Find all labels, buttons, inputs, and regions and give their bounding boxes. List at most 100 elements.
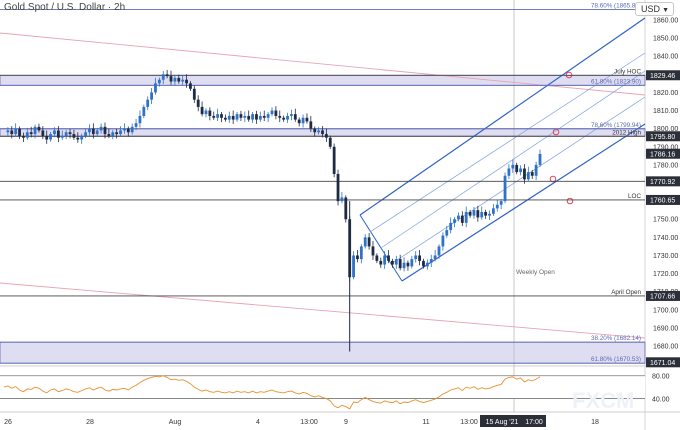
price-tick-label: 1820.00: [653, 90, 678, 97]
candle-body: [80, 135, 84, 140]
candle-body: [88, 128, 91, 133]
candle-body: [185, 79, 188, 84]
watermark: FXCM: [572, 388, 634, 413]
candle-body: [49, 134, 53, 140]
price-tick-label: 1690.00: [653, 325, 678, 332]
candle-body: [274, 110, 278, 116]
candle-body: [491, 208, 495, 214]
descending-trendline-upper: [0, 32, 646, 96]
candle-body: [394, 259, 398, 265]
candle-body: [278, 115, 282, 118]
time-badge-label: 17:00: [525, 419, 543, 426]
level-label: 78.60% (1865.80): [591, 2, 641, 9]
candle-body: [138, 115, 142, 124]
candle-body: [76, 137, 80, 140]
price-badge-label: 1829.46: [650, 73, 675, 80]
candle-body: [134, 123, 138, 127]
price-badge-label: 1770.92: [650, 179, 675, 186]
candle-body: [53, 130, 56, 135]
price-badge: [646, 194, 680, 205]
channel-mid-upper: [369, 52, 646, 233]
candle-body: [336, 173, 340, 202]
price-tick-label: 1720.00: [653, 271, 678, 278]
price-badge-label: 1671.04: [650, 360, 675, 367]
candle-body: [126, 128, 130, 133]
candle-body: [387, 255, 390, 261]
level-label: LOC: [628, 193, 641, 200]
price-tick-label: 1790.00: [653, 144, 678, 151]
channel-upper: [359, 17, 646, 216]
candle-body: [402, 262, 406, 269]
candle-body: [371, 246, 375, 256]
price-zone: [0, 74, 646, 86]
candles: [6, 69, 542, 352]
candle-body: [212, 115, 216, 118]
candle-body: [460, 215, 464, 223]
candle-body: [538, 154, 542, 165]
candle-body: [95, 130, 99, 135]
currency-selector[interactable]: USD ▼: [635, 2, 674, 16]
candle-body: [216, 114, 220, 118]
candle-body: [270, 110, 274, 115]
level-label: July HOC: [614, 68, 641, 75]
candle-body: [146, 99, 150, 107]
candle-body: [223, 117, 227, 120]
candle-body: [324, 134, 328, 138]
candle-body: [313, 128, 317, 133]
candle-body: [507, 168, 511, 176]
candle-body: [56, 130, 60, 138]
level-label: 61.80% (1823.90): [591, 78, 641, 85]
candle-body: [344, 197, 348, 220]
candle-body: [68, 132, 72, 135]
candle-body: [383, 255, 387, 265]
price-tick-label: 1810.00: [653, 108, 678, 115]
candle-body: [526, 172, 530, 180]
time-axis: 26 28 Aug 4 13:00 9 11 13:00 15 Aug '21 17:00 18: [4, 415, 599, 427]
candle-body: [410, 259, 414, 267]
candle-body: [266, 114, 270, 118]
marker-circle: [566, 197, 574, 205]
candle-body: [321, 130, 324, 135]
candle-body: [142, 106, 146, 116]
time-tick-label: 13:00: [300, 419, 318, 426]
price-badge: [646, 148, 680, 159]
candle-body: [189, 83, 192, 89]
candle-body: [534, 164, 538, 176]
candle-body: [391, 260, 394, 265]
candle-body: [231, 115, 235, 120]
rsi-line: [3, 375, 541, 410]
candle-body: [239, 114, 243, 118]
candle-body: [293, 114, 297, 120]
chevron-down-icon: ▼: [662, 7, 669, 14]
candle-body: [6, 130, 10, 133]
time-badge: [522, 415, 546, 427]
price-badge-label: 1760.65: [650, 198, 675, 205]
price-badge-label: 1707.66: [650, 294, 675, 301]
level-label: 78.60% (1799.94): [591, 122, 641, 129]
price-badge: [646, 290, 680, 301]
candle-body: [433, 255, 437, 260]
candle-body: [480, 211, 484, 218]
candle-body: [301, 117, 305, 124]
candle-body: [499, 201, 503, 205]
candle-body: [414, 255, 418, 260]
support-resistance-zones: [0, 74, 646, 364]
marker-circle: [549, 175, 557, 183]
price-tick-label: 1850.00: [653, 36, 678, 43]
candle-body: [332, 146, 336, 174]
candle-body: [379, 260, 383, 265]
candle-body: [359, 246, 363, 260]
candle-body: [84, 132, 87, 136]
candle-body: [352, 255, 355, 278]
candle-body: [14, 128, 18, 135]
price-tick-label: 1800.00: [653, 126, 678, 133]
candle-body: [511, 164, 515, 169]
candle-body: [204, 110, 208, 115]
candle-body: [457, 215, 460, 220]
candle-body: [154, 83, 157, 93]
rsi-tick-label: 80.00: [652, 374, 670, 381]
candle-body: [476, 210, 480, 218]
candle-body: [398, 259, 402, 269]
time-tick-label: 4: [256, 419, 260, 426]
